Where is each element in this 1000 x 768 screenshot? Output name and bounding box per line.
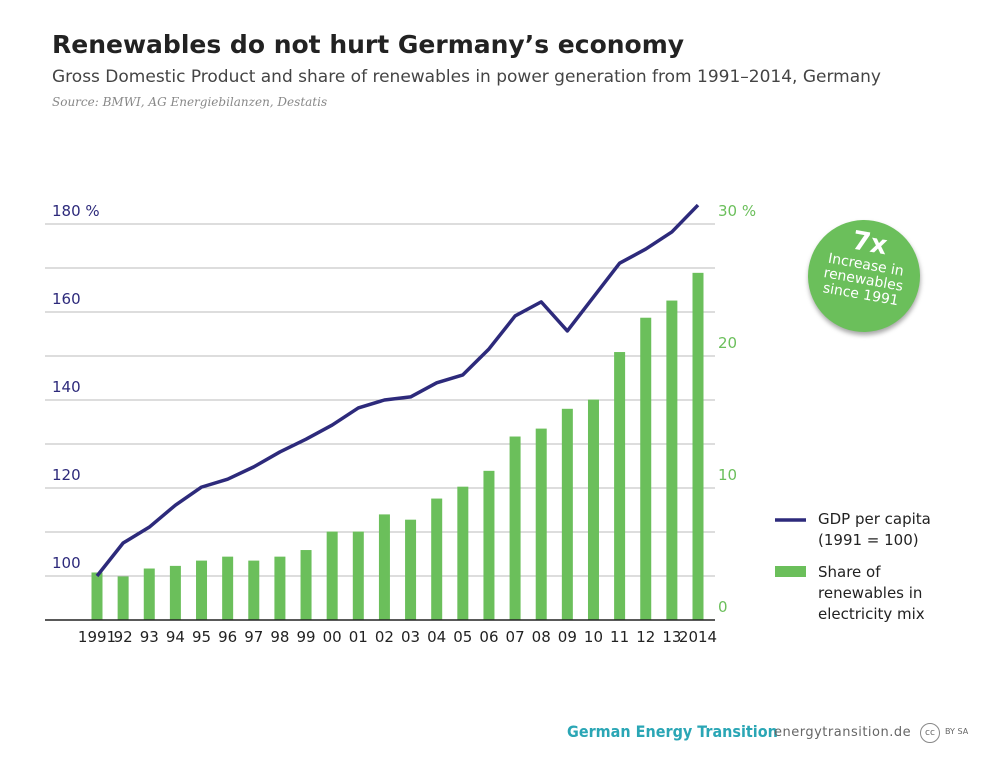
x-tick-label: 06	[479, 628, 498, 646]
y2-tick-label: 30 %	[718, 202, 756, 220]
bar	[405, 519, 417, 620]
y-tick-label: 100	[52, 554, 81, 572]
bar	[535, 428, 547, 620]
brand: German Energy Transition	[567, 722, 778, 741]
x-tick-label: 13	[662, 628, 681, 646]
x-tick-label: 07	[506, 628, 525, 646]
y-tick-label: 160	[52, 290, 81, 308]
url: energytransition.de	[774, 725, 912, 740]
x-tick-label: 93	[140, 628, 159, 646]
x-tick-label: 95	[192, 628, 211, 646]
legend-entry: GDP per capita (1991 = 100)	[818, 510, 931, 549]
x-tick-label: 97	[244, 628, 263, 646]
x-tick-label: 94	[166, 628, 185, 646]
bar	[457, 486, 469, 620]
y-tick-label: 120	[52, 466, 81, 484]
y-tick-label: 140	[52, 378, 81, 396]
x-tick-label: 09	[558, 628, 577, 646]
bar	[509, 436, 521, 620]
bar	[561, 408, 573, 620]
x-tick-label: 98	[270, 628, 289, 646]
x-tick-label: 10	[584, 628, 603, 646]
x-tick-label: 1991	[78, 628, 116, 646]
bar	[300, 550, 312, 620]
chart-title: Renewables do not hurt Germany’s economy	[52, 30, 685, 59]
bar	[614, 352, 626, 620]
x-tick-label: 11	[610, 628, 629, 646]
y2-tick-label: 0	[718, 598, 728, 616]
y2-tick-label: 10	[718, 466, 737, 484]
x-tick-label: 12	[636, 628, 655, 646]
x-tick-label: 05	[453, 628, 472, 646]
line	[95, 203, 700, 578]
bar	[431, 498, 443, 620]
x-tick-label: 99	[296, 628, 315, 646]
chart-subtitle: Gross Domestic Product and share of rene…	[52, 67, 881, 87]
bar	[483, 470, 495, 620]
source: Source: BMWI, AG Energiebilanzen, Destat…	[52, 95, 328, 109]
bar	[169, 565, 181, 620]
x-tick-label: 92	[114, 628, 133, 646]
y-tick-label: 180 %	[52, 202, 100, 220]
bar	[326, 531, 338, 620]
x-tick-label: 01	[349, 628, 368, 646]
bar	[222, 556, 234, 620]
bar	[666, 300, 678, 620]
x-tick-label: 02	[375, 628, 394, 646]
bar	[117, 576, 129, 620]
bar	[91, 572, 103, 620]
bar	[692, 272, 704, 620]
bar	[143, 568, 155, 620]
y2-tick-label: 20	[718, 334, 737, 352]
bar	[587, 399, 599, 620]
legend-entry: Share of renewables in electricity mix	[818, 563, 925, 623]
x-tick-label: 2014	[679, 628, 717, 646]
bar	[248, 560, 260, 620]
x-tick-label: 96	[218, 628, 237, 646]
bar	[640, 317, 652, 620]
bar	[196, 560, 208, 620]
x-tick-label: 00	[323, 628, 342, 646]
license-icon: cc	[920, 723, 940, 743]
license: BY SA	[945, 727, 969, 736]
bar	[378, 514, 390, 620]
legend-swatch	[775, 566, 806, 577]
x-tick-label: 04	[427, 628, 446, 646]
x-tick-label: 03	[401, 628, 420, 646]
bar	[274, 556, 286, 620]
x-tick-label: 08	[532, 628, 551, 646]
bar	[352, 531, 364, 620]
